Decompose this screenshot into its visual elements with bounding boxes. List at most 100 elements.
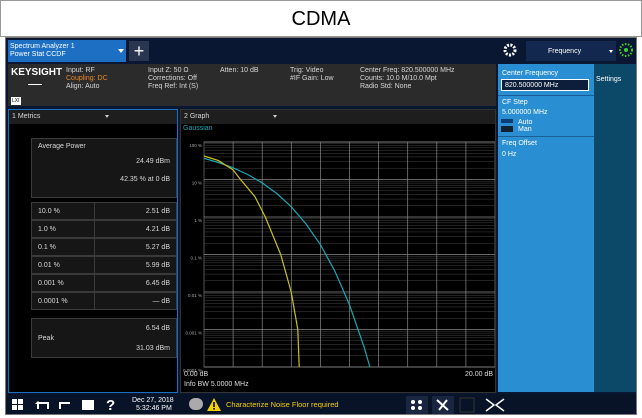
info-text: Corrections: Off xyxy=(148,75,197,82)
power-level: 4.21 dB xyxy=(145,226,170,233)
setting-label: Center Frequency xyxy=(502,70,559,77)
legend-entry: Gaussian xyxy=(183,125,213,132)
probability: 10.0 % xyxy=(38,208,60,215)
window-title: 1 Metrics xyxy=(12,113,41,120)
info-text: Coupling: DC xyxy=(66,75,108,82)
info-text: Center Freq: 820.500000 MHz xyxy=(360,67,455,74)
time: 5:32:46 PM xyxy=(136,405,172,412)
taskbar-icons[interactable]: ? xyxy=(10,397,128,413)
power-level: 2.51 dB xyxy=(145,208,170,215)
status-icon[interactable] xyxy=(618,42,634,58)
average-power-box: Average Power 24.49 dBm 42.35 % at 0 dB xyxy=(31,138,177,198)
menu-label: Frequency xyxy=(548,48,582,55)
dropdown-arrow[interactable] xyxy=(105,115,109,118)
setting-value: 5.000000 MHz xyxy=(502,109,548,116)
peak-box: Peak 6.54 dB 31.03 dBm xyxy=(31,318,177,358)
info-text: Atten: 10 dB xyxy=(220,67,259,74)
info-text: Counts: 10.0 M/10.0 Mpt xyxy=(360,75,437,82)
y-tick-label: 0.0001 % xyxy=(183,368,202,373)
tab-line: Spectrum Analyzer 1 xyxy=(10,43,75,50)
ccdf-curve xyxy=(203,155,300,368)
date: Dec 27, 2018 xyxy=(132,397,174,404)
add-button[interactable]: + xyxy=(129,41,149,61)
probability: 0.0001 % xyxy=(38,298,68,305)
power-level: 5.99 dB xyxy=(145,262,170,269)
metric-label: Average Power xyxy=(38,143,86,150)
metric-value: 6.54 dB xyxy=(145,325,170,332)
graph-window: 2 Graph 100 % 10 % 1 % 0.1 % 0.01 % 0.001 % 0.… xyxy=(180,109,496,393)
probability: 0.01 % xyxy=(38,262,60,269)
info-bw: Info BW 5.0000 MHz xyxy=(184,381,249,388)
warning-icon[interactable] xyxy=(206,397,222,413)
table-row: 0.01 % 5.99 dB xyxy=(31,256,177,274)
power-level: 6.45 dB xyxy=(145,280,170,287)
info-text: Trig: Video xyxy=(290,67,324,74)
probability: 0.001 % xyxy=(38,280,64,287)
setting-value: 0 Hz xyxy=(502,151,517,158)
menu-button[interactable]: Frequency xyxy=(526,41,616,61)
info-text: Input: RF xyxy=(66,67,95,74)
tab-line: Power Stat CCDF xyxy=(10,51,66,58)
y-tick-label: 100 % xyxy=(189,143,202,148)
divider xyxy=(498,136,594,137)
window-header: 2 Graph xyxy=(181,110,495,124)
cell-divider xyxy=(94,257,95,273)
dropdown-arrow xyxy=(118,49,124,53)
ccdf-curve xyxy=(203,157,371,368)
setting-label: Freq Offset xyxy=(502,140,537,147)
window-tab[interactable]: Spectrum Analyzer 1 Power Stat CCDF xyxy=(8,40,126,62)
info-text: Input Z: 50 Ω xyxy=(148,67,189,74)
help-icon: ? xyxy=(106,397,115,413)
y-tick-label: 1 % xyxy=(194,218,202,223)
y-tick-label: 0.001 % xyxy=(185,331,202,336)
cell-divider xyxy=(94,203,95,219)
chat-icon[interactable] xyxy=(189,398,203,410)
metric-label: Peak xyxy=(38,335,54,342)
window-header: 1 Metrics xyxy=(9,110,177,124)
y-tick-label: 0.01 % xyxy=(188,293,202,298)
table-row: 0.001 % 6.45 dB xyxy=(31,274,177,292)
metric-value: 31.03 dBm xyxy=(136,345,170,352)
metric-value: 42.35 % at 0 dB xyxy=(120,176,170,183)
table-row: 0.0001 % — dB xyxy=(31,292,177,310)
toggle-option[interactable]: Man xyxy=(518,126,532,133)
settings-tab-column: Settings xyxy=(594,64,636,392)
ccdf-table: 10.0 % 2.51 dB 1.0 % 4.21 dB 0.1 % 5.27 dB 0.0… xyxy=(31,202,177,312)
table-row: 0.1 % 5.27 dB xyxy=(31,238,177,256)
taskbar: ? Dec 27, 2018 5:32:46 PM Characterize N… xyxy=(6,394,636,414)
metrics-window: 1 Metrics Average Power 24.49 dBm 42.35 … xyxy=(8,109,178,393)
status-message[interactable]: Characterize Noise Floor required xyxy=(226,400,339,409)
y-tick-label: 0.1 % xyxy=(190,256,202,261)
y-tick-label: 10 % xyxy=(192,181,202,186)
settings-icon[interactable] xyxy=(502,42,518,58)
table-row: 1.0 % 4.21 dB xyxy=(31,220,177,238)
setting-value: 820.500000 MHz xyxy=(505,82,559,89)
settings-tab[interactable]: Settings xyxy=(596,76,622,83)
brand: KEYSIGHT xyxy=(11,67,63,78)
info-text: Radio Std: None xyxy=(360,83,412,90)
dropdown-arrow[interactable] xyxy=(273,115,277,118)
metric-value: 24.49 dBm xyxy=(136,158,170,165)
power-level: 5.27 dB xyxy=(145,244,170,251)
toggle-on[interactable] xyxy=(501,119,513,123)
info-text: Freq Ref: Int (S) xyxy=(148,83,199,90)
ccdf-chart: 100 % 10 % 1 % 0.1 % 0.01 % 0.001 % 0.0001 %0.… xyxy=(183,125,495,388)
probability: 1.0 % xyxy=(38,226,56,233)
info-text: Align: Auto xyxy=(66,83,100,90)
toggle-off[interactable] xyxy=(501,126,513,132)
taskbar-tools[interactable] xyxy=(406,396,516,414)
setting-input[interactable]: 820.500000 MHz xyxy=(501,79,589,91)
settings-panel: Center Frequency 820.500000 MHz CF Step … xyxy=(498,64,594,392)
dropdown-arrow xyxy=(609,50,613,53)
info-text: #IF Gain: Low xyxy=(290,75,334,82)
setting-label: CF Step xyxy=(502,99,528,106)
cell-divider xyxy=(94,293,95,309)
table-row: 10.0 % 2.51 dB xyxy=(31,202,177,220)
lxi-badge: LXI xyxy=(11,97,21,105)
window-title: 2 Graph xyxy=(184,113,210,120)
x-tick-label: 0.00 dB xyxy=(184,371,208,378)
cell-divider xyxy=(94,275,95,291)
divider xyxy=(498,95,594,96)
toggle-option[interactable]: Auto xyxy=(518,119,533,126)
